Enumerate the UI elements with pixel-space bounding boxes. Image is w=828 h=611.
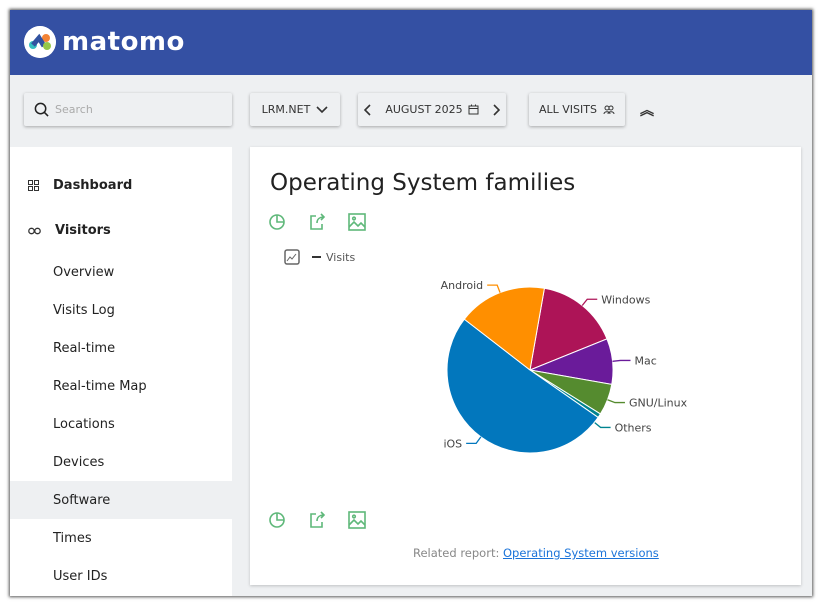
pie-label-connector [612,359,631,362]
pie-label-connector [593,421,611,429]
sidebar-item-software[interactable]: Software [10,481,232,519]
top-bar: matomo [10,10,812,75]
sidebar-item-visitors[interactable]: Visitors [10,208,232,253]
pie-label-connector [607,399,625,404]
prev-period-icon[interactable] [364,103,372,116]
sidebar-item-dashboard[interactable]: Dashboard [10,163,232,208]
sidebar-item-real-time[interactable]: Real-time [53,340,116,356]
date-label[interactable]: AUGUST 2025 [385,103,463,116]
chevron-down-icon [316,105,328,113]
sidebar: Dashboard Visitors Overview Visits Log R… [10,147,232,596]
pie-label: Windows [601,293,650,306]
pie-label: Mac [634,354,656,367]
pie-label-connector [487,284,501,293]
sidebar-item-devices[interactable]: Devices [53,454,105,470]
grid-icon [28,180,39,191]
pie-label-connector [466,436,482,445]
export-icon[interactable] [308,213,326,231]
sidebar-item-locations[interactable]: Locations [53,416,115,432]
users-icon [603,105,615,114]
image-icon[interactable] [348,511,366,529]
report-actions-bottom [268,511,366,529]
pie-label: iOS [443,437,462,450]
evolution-graph-icon[interactable] [284,249,300,265]
app-window: matomo Search LRM.NET AUGUST 2025 ALL VI… [10,10,812,596]
report-actions-top [268,213,366,231]
pie-label: GNU/Linux [629,397,688,410]
matomo-logo-icon [24,26,56,58]
next-period-icon[interactable] [492,103,500,116]
site-selector[interactable]: LRM.NET [250,93,340,126]
date-selector[interactable]: AUGUST 2025 [358,93,506,126]
sidebar-item-user-ids[interactable]: User IDs [53,568,108,584]
export-icon[interactable] [308,511,326,529]
pie-label: Android [441,279,484,292]
sidebar-item-times[interactable]: Times [53,530,92,546]
report-card: Operating System families Visits Windows… [250,147,801,585]
collapse-toolbar-icon[interactable]: ︽ [640,103,654,119]
glasses-icon [28,227,41,234]
search-icon [34,102,49,117]
pie-label: Others [615,421,652,434]
pie-chart-icon[interactable] [268,511,286,529]
calendar-icon [468,104,479,115]
legend-item-visits[interactable]: Visits [312,251,355,264]
sidebar-item-overview[interactable]: Overview [53,264,115,280]
pie-label-connector [581,298,598,306]
matomo-logo[interactable]: matomo [24,26,185,58]
pie-chart-icon[interactable] [268,213,286,231]
related-report: Related report: Operating System version… [413,546,659,560]
report-title: Operating System families [270,170,576,196]
image-icon[interactable] [348,213,366,231]
sidebar-item-visits-log[interactable]: Visits Log [53,302,115,318]
sidebar-item-real-time-map[interactable]: Real-time Map [53,378,147,394]
pie-chart: Windows Mac GNU/Linux Others iOS Android [441,279,688,454]
related-report-link[interactable]: Operating System versions [503,546,659,560]
segment-selector[interactable]: ALL VISITS [529,93,625,126]
chart-legend: Visits [284,249,355,265]
pie-slice-ios[interactable] [446,318,599,454]
search-input[interactable]: Search [24,93,232,126]
